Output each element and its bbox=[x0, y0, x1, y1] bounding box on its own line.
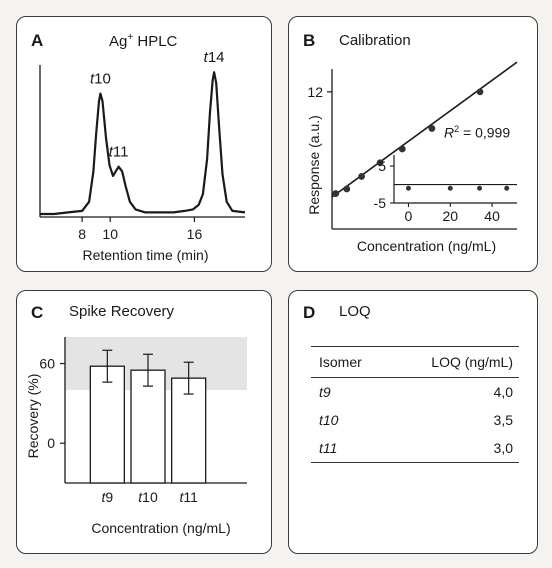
panel-a-title-sup: + bbox=[127, 32, 134, 43]
bar bbox=[130, 369, 166, 484]
inset-data-point bbox=[504, 185, 510, 191]
table-row: t9 4,0 bbox=[311, 378, 519, 407]
x-tick-label: t9 bbox=[101, 489, 113, 505]
table-cell-loq: 3,0 bbox=[493, 440, 513, 456]
panel-c-title: Spike Recovery bbox=[69, 303, 175, 320]
inset-y-tick-label: 5 bbox=[378, 158, 386, 174]
data-point bbox=[428, 125, 436, 132]
panel-b: B Calibration R2 = 0,999 12 Response (a.u… bbox=[288, 16, 538, 272]
x-tick-label: 10 bbox=[102, 226, 118, 242]
panel-a-letter: A bbox=[31, 31, 44, 50]
table-cell-isomer: t11 bbox=[319, 440, 338, 456]
panel-a-title-ag: Ag bbox=[109, 33, 128, 50]
inset-data-point bbox=[477, 185, 483, 191]
chromatogram-trace bbox=[40, 71, 246, 216]
table-cell-isomer: t9 bbox=[319, 384, 331, 400]
chromatogram-chart: 8 10 16 Retention time (min) t10 t11 t14 bbox=[39, 49, 246, 263]
bar bbox=[171, 377, 207, 484]
x-axis-label: Retention time (min) bbox=[82, 247, 208, 263]
recovery-chart: 60 0 t9 t10 t11 Recovery (%) Concentration (ng… bbox=[25, 337, 247, 536]
peak-label: t14 bbox=[204, 49, 225, 66]
panel-b-title: Calibration bbox=[339, 32, 411, 49]
x-tick-label: 8 bbox=[78, 226, 86, 242]
panel-a: A Ag+ HPLC 8 10 16 Retention time (min) t10 t… bbox=[16, 16, 272, 272]
r-squared-annotation: R2 = 0,999 bbox=[444, 124, 510, 141]
x-tick-label: t11 bbox=[179, 489, 198, 505]
inset-data-point bbox=[447, 185, 453, 191]
r-squared-sup: 2 bbox=[454, 124, 460, 134]
r-squared-value: = 0,999 bbox=[459, 124, 511, 141]
panel-a-title: Ag+ HPLC bbox=[109, 32, 177, 50]
y-tick-label: 60 bbox=[39, 356, 55, 372]
x-axis-label: Concentration (ng/mL) bbox=[357, 238, 496, 254]
inset-background bbox=[394, 155, 517, 203]
y-axis-label: Response (a.u.) bbox=[306, 115, 322, 215]
y-axis-label: Recovery (%) bbox=[25, 374, 41, 459]
bar bbox=[89, 365, 125, 484]
table-cell-loq: 3,5 bbox=[493, 412, 513, 428]
table-header-isomer: Isomer bbox=[319, 354, 362, 370]
x-axis-label: Concentration (ng/mL) bbox=[91, 520, 230, 536]
table-row: t10 3,5 bbox=[311, 406, 519, 434]
panel-c: C Spike Recovery 60 0 t9 t10 t11 Recovery (%)… bbox=[16, 290, 272, 554]
y-tick-label: 12 bbox=[307, 84, 323, 100]
table-cell-isomer: t10 bbox=[319, 412, 339, 428]
table-cell-loq: 4,0 bbox=[493, 384, 513, 400]
table-row: t11 3,0 bbox=[311, 434, 519, 463]
inset-data-point bbox=[405, 185, 411, 191]
data-point bbox=[376, 159, 384, 167]
y-tick-label: 0 bbox=[47, 435, 55, 451]
inset-x-tick-label: 20 bbox=[442, 208, 458, 224]
inset-y-tick-label: -5 bbox=[374, 195, 387, 211]
loq-table: Isomer LOQ (ng/mL) t9 4,0 t10 3,5 t11 3,… bbox=[311, 346, 519, 463]
inset-x-tick-label: 40 bbox=[484, 208, 500, 224]
data-point bbox=[358, 173, 365, 180]
table-header-row: Isomer LOQ (ng/mL) bbox=[311, 346, 519, 378]
peak-label: t10 bbox=[90, 71, 111, 88]
x-tick-label: t10 bbox=[138, 489, 158, 505]
panel-a-title-rest: HPLC bbox=[133, 33, 178, 50]
panel-d-title: LOQ bbox=[339, 303, 371, 320]
x-tick-label: 16 bbox=[187, 226, 203, 242]
panel-d: D LOQ Isomer LOQ (ng/mL) t9 4,0 t10 3,5 … bbox=[288, 290, 538, 554]
data-point bbox=[343, 185, 351, 193]
peak-label: t11 bbox=[109, 144, 129, 161]
r-squared-symbol: R bbox=[444, 124, 455, 141]
calibration-chart: 12 Response (a.u.) Concentration (ng/mL) 5 -… bbox=[306, 61, 518, 254]
inset-x-tick-label: 0 bbox=[405, 208, 413, 224]
panel-c-letter: C bbox=[31, 303, 44, 322]
table-header-loq: LOQ (ng/mL) bbox=[431, 354, 513, 370]
panel-d-letter: D bbox=[303, 303, 316, 322]
data-point bbox=[476, 88, 484, 96]
data-point bbox=[398, 145, 406, 153]
data-point bbox=[332, 190, 340, 197]
panel-b-letter: B bbox=[303, 31, 316, 50]
